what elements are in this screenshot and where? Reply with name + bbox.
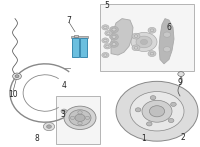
Circle shape xyxy=(61,109,67,113)
Polygon shape xyxy=(111,19,133,55)
Circle shape xyxy=(47,125,51,128)
Circle shape xyxy=(149,106,165,117)
Circle shape xyxy=(78,111,82,114)
Circle shape xyxy=(131,32,157,51)
Circle shape xyxy=(146,122,152,126)
Circle shape xyxy=(104,39,107,42)
Text: 4: 4 xyxy=(62,81,66,90)
Circle shape xyxy=(107,32,110,34)
Circle shape xyxy=(13,73,21,79)
Circle shape xyxy=(134,35,138,37)
Circle shape xyxy=(140,39,148,45)
Circle shape xyxy=(112,43,116,46)
Circle shape xyxy=(163,47,171,52)
Circle shape xyxy=(15,75,19,78)
Circle shape xyxy=(110,41,118,47)
Text: 2: 2 xyxy=(181,133,185,142)
Circle shape xyxy=(132,45,140,51)
Circle shape xyxy=(116,81,198,141)
Circle shape xyxy=(112,35,116,38)
Circle shape xyxy=(102,52,109,58)
Circle shape xyxy=(150,52,154,55)
Circle shape xyxy=(142,100,172,122)
Circle shape xyxy=(112,28,116,31)
Circle shape xyxy=(69,110,91,126)
Bar xyxy=(71,36,88,38)
Circle shape xyxy=(132,33,140,39)
Circle shape xyxy=(105,31,112,36)
Circle shape xyxy=(104,26,107,29)
Circle shape xyxy=(130,92,184,131)
Text: 5: 5 xyxy=(105,1,109,10)
FancyBboxPatch shape xyxy=(56,96,100,144)
Polygon shape xyxy=(80,38,87,57)
Text: 10: 10 xyxy=(8,90,18,99)
Circle shape xyxy=(78,122,82,125)
Polygon shape xyxy=(159,19,174,64)
Circle shape xyxy=(64,106,96,130)
Circle shape xyxy=(63,110,65,112)
Circle shape xyxy=(135,108,141,112)
Text: 9: 9 xyxy=(178,78,182,87)
Circle shape xyxy=(148,27,156,33)
Circle shape xyxy=(148,51,156,57)
Text: 7: 7 xyxy=(67,16,71,25)
Circle shape xyxy=(43,122,55,131)
Circle shape xyxy=(75,114,85,121)
Polygon shape xyxy=(72,38,79,57)
Circle shape xyxy=(110,26,118,33)
Circle shape xyxy=(110,34,118,40)
Text: 8: 8 xyxy=(35,134,39,143)
Circle shape xyxy=(85,116,90,119)
Circle shape xyxy=(136,36,152,48)
Circle shape xyxy=(102,38,109,43)
Text: 3: 3 xyxy=(61,110,65,119)
Circle shape xyxy=(106,45,109,47)
Circle shape xyxy=(104,54,107,56)
FancyBboxPatch shape xyxy=(100,4,194,71)
Circle shape xyxy=(134,46,138,49)
Circle shape xyxy=(171,102,176,106)
Bar xyxy=(74,35,78,37)
Text: 1: 1 xyxy=(142,135,146,143)
Text: 6: 6 xyxy=(167,23,171,32)
Circle shape xyxy=(178,72,184,76)
Circle shape xyxy=(150,29,154,32)
Circle shape xyxy=(168,118,174,123)
Circle shape xyxy=(150,96,156,100)
Circle shape xyxy=(163,32,171,37)
Circle shape xyxy=(104,44,111,49)
Circle shape xyxy=(102,25,109,30)
Circle shape xyxy=(70,116,75,119)
